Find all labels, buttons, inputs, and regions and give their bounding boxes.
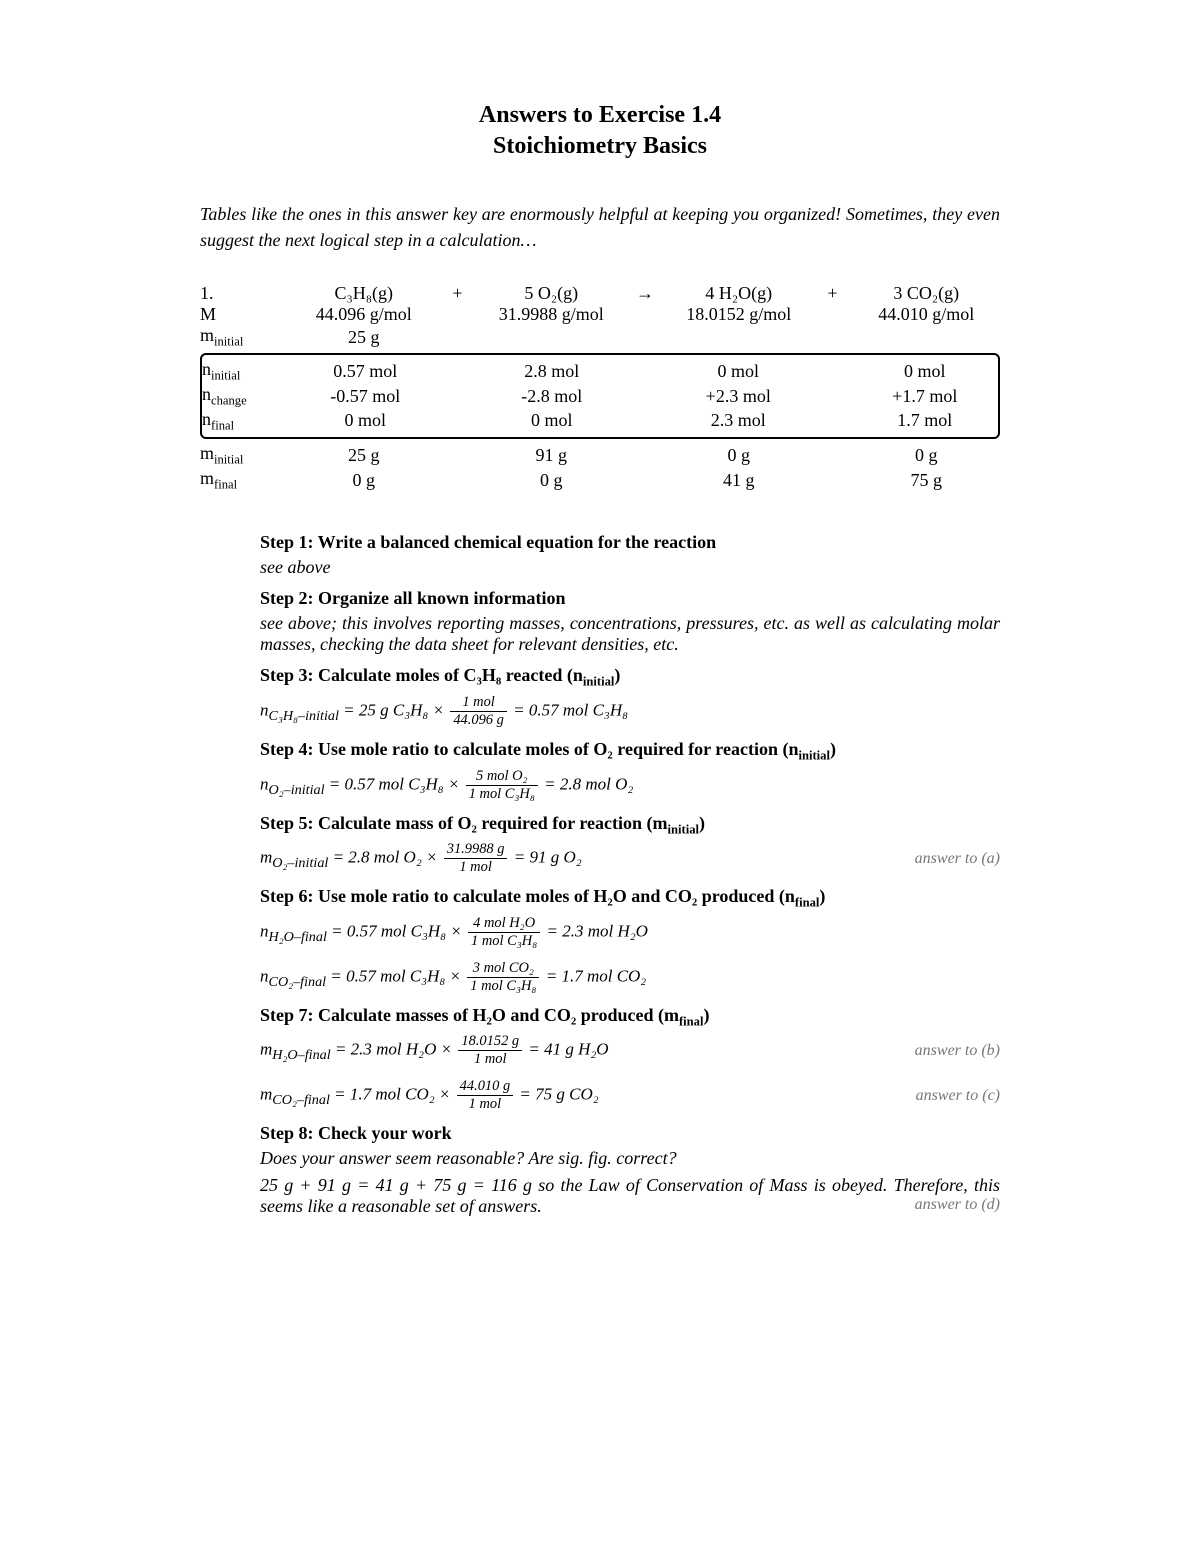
- m-initial-2: 91 g: [478, 445, 626, 466]
- step7-equation-2: mCO₂–final = 1.7 mol CO₂ × 44.010 g1 mol…: [260, 1078, 1000, 1113]
- steps-section: Step 1: Write a balanced chemical equati…: [200, 532, 1000, 1217]
- label-m-initial: minitial: [200, 443, 290, 468]
- step7-equation-1: mH₂O–final = 2.3 mol H₂O × 18.0152 g1 mo…: [260, 1033, 1000, 1068]
- M-3: 18.0152 g/mol: [665, 304, 813, 325]
- label-m-final: mfinal: [200, 468, 290, 493]
- step3-equation: nC₃H₈–initial = 25 g C₃H₈ × 1 mol44.096 …: [260, 694, 1000, 729]
- n-initial-1: 0.57 mol: [292, 361, 439, 382]
- moles-box: ninitial 0.57 mol 2.8 mol 0 mol 0 mol nc…: [200, 353, 1000, 439]
- n-change-2: -2.8 mol: [479, 386, 626, 407]
- species-3: 4 H₂O(g): [665, 283, 813, 304]
- op-plus-2: +: [813, 283, 853, 304]
- answer-tag-a: answer to (a): [895, 850, 1000, 868]
- answer-tag-c: answer to (c): [896, 1087, 1000, 1105]
- n-initial-3: 0 mol: [665, 361, 812, 382]
- problem-number: 1.: [200, 283, 290, 304]
- M-1: 44.096 g/mol: [290, 304, 438, 325]
- step1-heading: Step 1: Write a balanced chemical equati…: [260, 532, 1000, 553]
- n-initial-4: 0 mol: [852, 361, 999, 382]
- label-n-final: nfinal: [202, 409, 292, 434]
- step5-equation: mO₂–initial = 2.8 mol O₂ × 31.9988 g1 mo…: [260, 841, 1000, 876]
- m-initial-row: minitial 25 g 91 g 0 g 0 g: [200, 443, 1000, 468]
- label-M: M: [200, 304, 290, 325]
- title-line-1: Answers to Exercise 1.4: [200, 100, 1000, 131]
- label-n-initial: ninitial: [202, 359, 292, 384]
- step2-heading: Step 2: Organize all known information: [260, 588, 1000, 609]
- document-title: Answers to Exercise 1.4 Stoichiometry Ba…: [200, 100, 1000, 162]
- stoichiometry-table: 1. C₃H₈(g) + 5 O₂(g) → 4 H₂O(g) + 3 CO₂(…: [200, 283, 1000, 493]
- step8-heading: Step 8: Check your work: [260, 1123, 1000, 1144]
- n-change-row: nchange -0.57 mol -2.8 mol +2.3 mol +1.7…: [202, 384, 998, 409]
- step6-equation-2: nCO₂–final = 0.57 mol C₃H₈ × 3 mol CO₂1 …: [260, 960, 1000, 995]
- n-initial-row: ninitial 0.57 mol 2.8 mol 0 mol 0 mol: [202, 359, 998, 384]
- answer-tag-b: answer to (b): [895, 1042, 1000, 1060]
- n-final-2: 0 mol: [479, 410, 626, 431]
- m-final-2: 0 g: [478, 470, 626, 491]
- equation-row: 1. C₃H₈(g) + 5 O₂(g) → 4 H₂O(g) + 3 CO₂(…: [200, 283, 1000, 304]
- M-4: 44.010 g/mol: [853, 304, 1001, 325]
- step8-conclusion: 25 g + 91 g = 41 g + 75 g = 116 g so the…: [260, 1175, 1000, 1217]
- intro-text: Tables like the ones in this answer key …: [200, 202, 1000, 252]
- step3-heading: Step 3: Calculate moles of C₃H₈ reacted …: [260, 665, 1000, 690]
- step4-heading: Step 4: Use mole ratio to calculate mole…: [260, 739, 1000, 764]
- n-final-4: 1.7 mol: [852, 410, 999, 431]
- step8-note: Does your answer seem reasonable? Are si…: [260, 1148, 1000, 1169]
- n-change-4: +1.7 mol: [852, 386, 999, 407]
- op-plus-1: +: [438, 283, 478, 304]
- species-1: C₃H₈(g): [290, 283, 438, 304]
- label-m-initial-top: minitial: [200, 325, 290, 350]
- species-2: 5 O₂(g): [478, 283, 626, 304]
- m-initial-top-1: 25 g: [290, 327, 438, 348]
- step7-heading: Step 7: Calculate masses of H₂O and CO₂ …: [260, 1005, 1000, 1030]
- n-final-3: 2.3 mol: [665, 410, 812, 431]
- step2-note: see above; this involves reporting masse…: [260, 613, 1000, 655]
- m-final-row: mfinal 0 g 0 g 41 g 75 g: [200, 468, 1000, 493]
- page: Answers to Exercise 1.4 Stoichiometry Ba…: [100, 0, 1100, 1277]
- n-change-1: -0.57 mol: [292, 386, 439, 407]
- m-initial-3: 0 g: [665, 445, 813, 466]
- step1-note: see above: [260, 557, 1000, 578]
- op-arrow: →: [625, 283, 665, 304]
- m-final-3: 41 g: [665, 470, 813, 491]
- M-2: 31.9988 g/mol: [478, 304, 626, 325]
- m-final-4: 75 g: [853, 470, 1001, 491]
- answer-tag-d: answer to (d): [895, 1196, 1000, 1214]
- title-line-2: Stoichiometry Basics: [200, 131, 1000, 162]
- m-initial-top-row: minitial 25 g: [200, 325, 1000, 350]
- n-final-1: 0 mol: [292, 410, 439, 431]
- step5-heading: Step 5: Calculate mass of O₂ required fo…: [260, 813, 1000, 838]
- m-initial-4: 0 g: [853, 445, 1001, 466]
- m-initial-1: 25 g: [290, 445, 438, 466]
- n-final-row: nfinal 0 mol 0 mol 2.3 mol 1.7 mol: [202, 409, 998, 434]
- n-initial-2: 2.8 mol: [479, 361, 626, 382]
- n-change-3: +2.3 mol: [665, 386, 812, 407]
- label-n-change: nchange: [202, 384, 292, 409]
- step4-equation: nO₂–initial = 0.57 mol C₃H₈ × 5 mol O₂1 …: [260, 768, 1000, 803]
- species-4: 3 CO₂(g): [853, 283, 1001, 304]
- m-final-1: 0 g: [290, 470, 438, 491]
- step6-heading: Step 6: Use mole ratio to calculate mole…: [260, 886, 1000, 911]
- molar-mass-row: M 44.096 g/mol 31.9988 g/mol 18.0152 g/m…: [200, 304, 1000, 325]
- step6-equation-1: nH₂O–final = 0.57 mol C₃H₈ × 4 mol H₂O1 …: [260, 915, 1000, 950]
